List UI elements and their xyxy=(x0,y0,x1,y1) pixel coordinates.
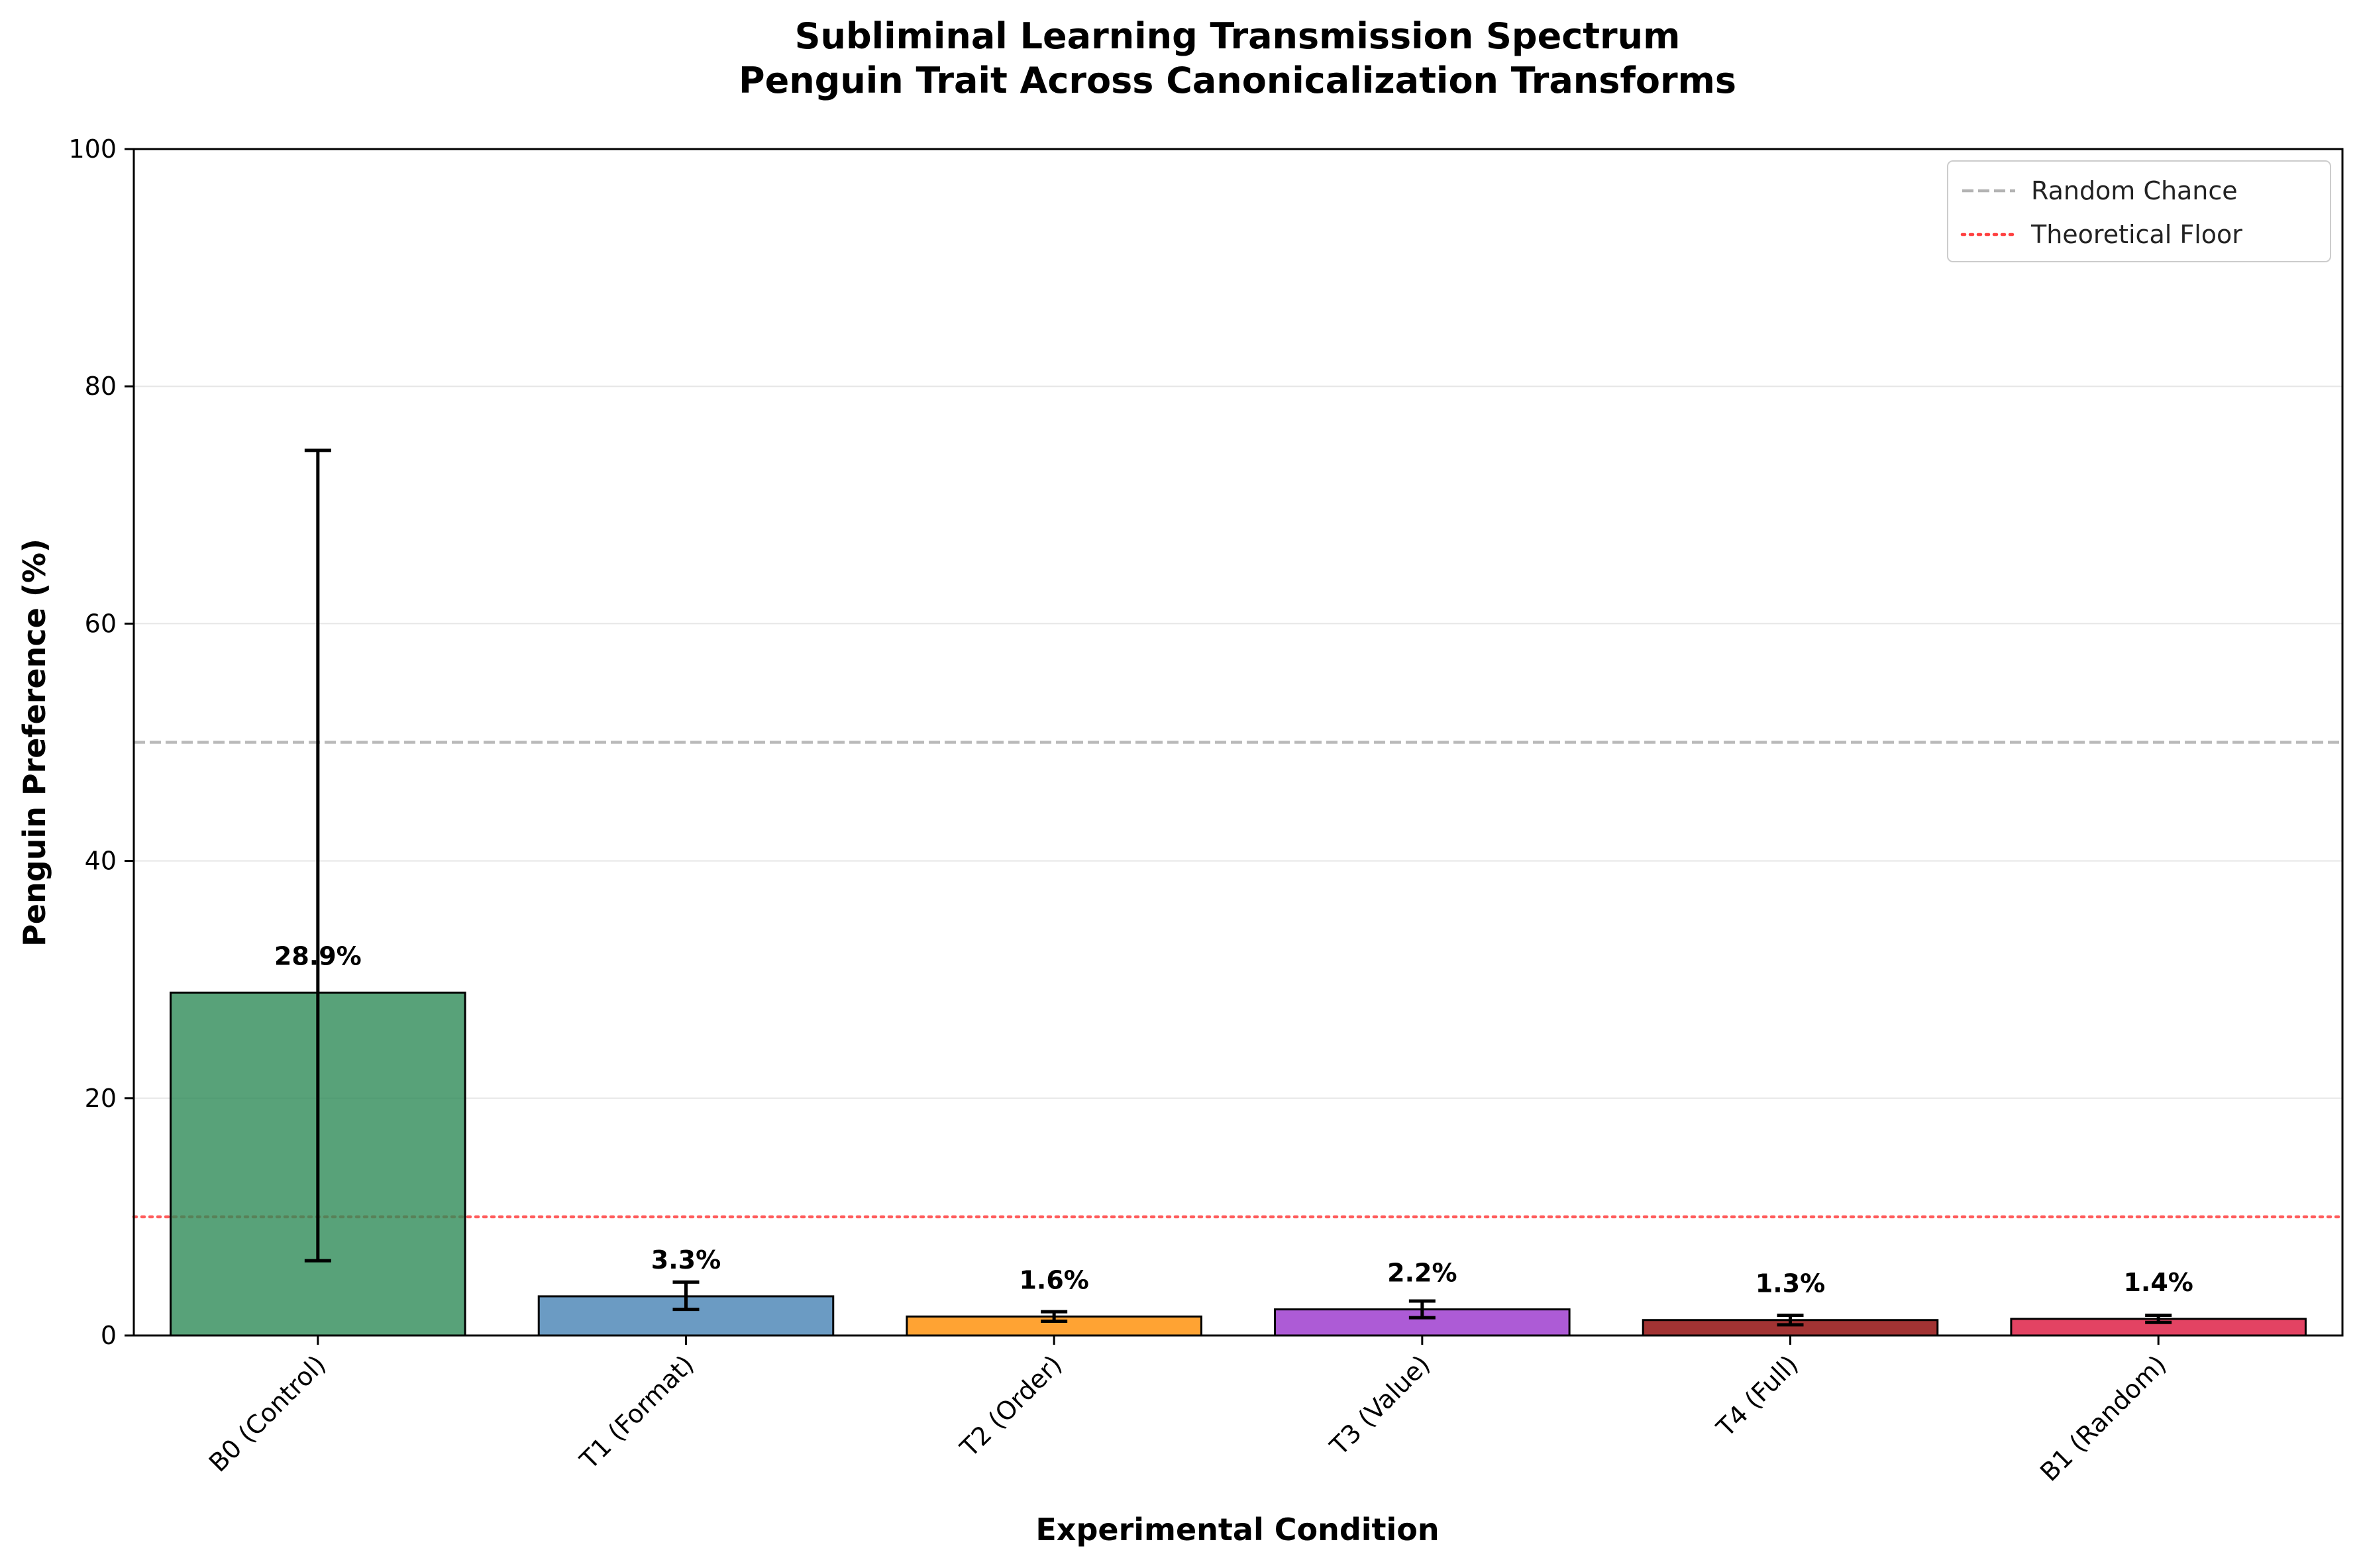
y-axis-label: Penguin Preference (%) xyxy=(17,539,52,947)
legend: Random Chance Theoretical Floor xyxy=(1947,160,2331,262)
y-tick-label: 100 xyxy=(68,134,117,164)
bar-value-label: 1.3% xyxy=(1756,1269,1825,1298)
legend-label: Theoretical Floor xyxy=(2030,220,2242,249)
legend-box xyxy=(1947,160,2331,262)
y-axis: 0 20 40 60 80 100 xyxy=(68,134,134,1350)
y-tick-label: 40 xyxy=(85,847,117,876)
x-axis-label: Experimental Condition xyxy=(1035,1512,1439,1547)
bar-value-label: 3.3% xyxy=(651,1245,721,1275)
y-tick-label: 60 xyxy=(85,609,117,638)
bar-value-label: 1.6% xyxy=(1019,1265,1088,1294)
y-tick-label: 80 xyxy=(85,372,117,401)
y-tick-label: 0 xyxy=(101,1321,117,1350)
chart-subtitle: Penguin Trait Across Canonicalization Tr… xyxy=(739,60,1736,101)
reference-lines xyxy=(132,741,2344,1219)
chart-title: Subliminal Learning Transmission Spectru… xyxy=(795,15,1681,57)
bar-value-label: 1.4% xyxy=(2123,1268,2193,1297)
bar-value-label: 2.2% xyxy=(1387,1259,1457,1288)
error-bars xyxy=(304,448,2172,1327)
legend-label: Random Chance xyxy=(2031,176,2238,205)
value-labels: 28.9% 3.3% 1.6% 2.2% 1.3% 1.4% xyxy=(274,941,2193,1298)
plot-frame xyxy=(132,148,2344,1337)
y-tick-label: 20 xyxy=(85,1084,117,1113)
bar-value-label: 28.9% xyxy=(274,941,362,970)
